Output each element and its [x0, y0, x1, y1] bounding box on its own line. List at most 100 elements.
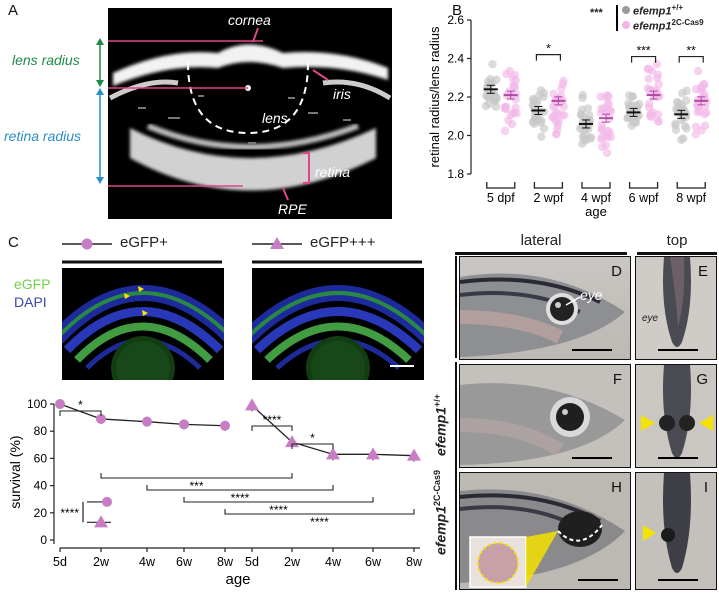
c-point-egfp-plus — [96, 413, 106, 424]
b-point — [643, 64, 652, 74]
b-point — [559, 76, 568, 86]
b-cat-bracket — [676, 182, 706, 189]
c-sig-bracket — [59, 410, 102, 416]
photo-h-lateral-mut: H — [459, 472, 631, 590]
b-point — [553, 120, 563, 130]
legend-egfp-plusplus: eGFP+++ — [310, 234, 376, 251]
iris-label: iris — [333, 86, 351, 102]
b-point — [512, 109, 521, 118]
b-point — [557, 84, 566, 93]
legend-mut-label: efemp1 — [633, 20, 672, 33]
c-ytick-label: 100 — [27, 397, 47, 411]
b-cat-bracket — [486, 182, 516, 189]
photo-d-letter: D — [611, 263, 622, 280]
b-cat-label: 6 wpf — [629, 191, 659, 205]
b-point — [652, 59, 662, 69]
b-point — [492, 75, 501, 84]
b-ytick-label: 2.6 — [447, 14, 464, 27]
c-point-egfp-plus — [179, 419, 189, 430]
b-xlabel: age — [585, 204, 607, 219]
b-point — [500, 104, 510, 113]
b-point — [529, 116, 539, 125]
b-point — [648, 108, 657, 117]
b-ytick-label: 2.0 — [447, 129, 464, 143]
confocal-image-egfp-plusplus — [252, 268, 424, 380]
b-point — [510, 71, 519, 80]
c-point-egfp-plusplus — [366, 447, 380, 460]
c-xtick-label: 6w — [176, 555, 193, 569]
panel-b-legend: *** efemp1+/+ efemp12C-Cas9 — [590, 3, 718, 37]
c-point-egfp-plusplus — [245, 398, 259, 411]
photo-header-lateral: lateral — [455, 232, 627, 255]
panel-b-chart: 1.8 2.0 2.2 2.4 2.6 retinal radius/lens radiu… — [427, 14, 711, 219]
b-cat-bracket — [581, 182, 611, 189]
b-point — [682, 86, 691, 96]
photo-i-top-mut: I — [635, 472, 717, 590]
b-point — [579, 125, 588, 134]
b-point — [692, 100, 702, 110]
panel-c-letter: C — [8, 234, 19, 251]
b-point — [600, 104, 609, 113]
panel-c-legend: eGFP+ eGFP+++ — [62, 232, 422, 268]
b-point — [629, 118, 638, 127]
c-xtick-label: 4w — [139, 555, 156, 569]
stain-egfp-label: eGFP — [14, 276, 51, 292]
b-point — [597, 125, 606, 134]
photo-h-letter: H — [611, 479, 622, 496]
c-sig-label: **** — [263, 413, 282, 427]
b-ylabel: retinal radius/lens radius — [427, 26, 442, 167]
b-point — [539, 92, 548, 102]
photo-g-top-mut: G — [635, 364, 717, 468]
b-point — [484, 99, 494, 108]
c-sig-bracket — [224, 509, 415, 515]
legend-wt-label: efemp1 — [633, 5, 672, 18]
b-point — [557, 111, 567, 120]
b-point — [693, 66, 703, 76]
b-ytick-label: 2.4 — [447, 52, 464, 66]
b-sig-bracket — [678, 55, 704, 63]
b-cat-label: 8 wpf — [676, 191, 706, 205]
c-xtick-label: 5d — [53, 555, 67, 569]
genotype-mut-label: efemp12C-Cas9 — [432, 469, 449, 555]
photo-i-letter: I — [703, 479, 708, 496]
b-point — [539, 124, 549, 133]
c-inset-sig: **** — [60, 506, 79, 520]
b-point — [653, 116, 663, 126]
photo-d-lateral-wt: D eye — [459, 256, 631, 360]
legend-mut-sup: 2C-Cas9 — [671, 18, 704, 27]
b-point — [604, 92, 613, 101]
c-ylabel: survival (%) — [7, 435, 23, 508]
b-point — [606, 132, 616, 142]
c-sig-label: **** — [269, 503, 288, 517]
b-point — [579, 135, 589, 144]
b-point — [602, 148, 612, 158]
photo-e-top-wt: E eye — [635, 256, 717, 360]
b-point — [528, 94, 538, 104]
legend-sig: *** — [590, 7, 603, 19]
legend-mut-dot — [622, 21, 630, 29]
c-sig-bracket — [183, 497, 374, 503]
b-point — [680, 121, 690, 131]
c-sig-label: **** — [231, 491, 250, 505]
b-point — [597, 142, 607, 152]
b-point — [549, 102, 558, 111]
c-sig-bracket — [291, 443, 334, 449]
b-cat-bracket — [533, 182, 564, 189]
b-point — [627, 100, 636, 110]
c-xtick-label: 5d — [245, 555, 259, 569]
b-sig-label: * — [546, 42, 551, 56]
c-xtick-label: 6w — [365, 555, 382, 569]
cornea-label: cornea — [228, 12, 271, 28]
legend-egfp-plus: eGFP+ — [120, 234, 168, 251]
b-point — [578, 93, 587, 103]
b-sig-bracket — [535, 54, 561, 61]
c-sig-label: * — [78, 398, 83, 412]
c-sig-bracket — [251, 425, 293, 431]
b-point — [507, 119, 517, 129]
retina-label: retina — [315, 164, 351, 180]
b-point — [671, 125, 681, 135]
b-ytick-label: 1.8 — [447, 167, 464, 181]
c-ytick-label: 20 — [34, 506, 48, 520]
c-ytick-label: 80 — [34, 424, 48, 438]
lens-label: lens — [262, 110, 288, 126]
